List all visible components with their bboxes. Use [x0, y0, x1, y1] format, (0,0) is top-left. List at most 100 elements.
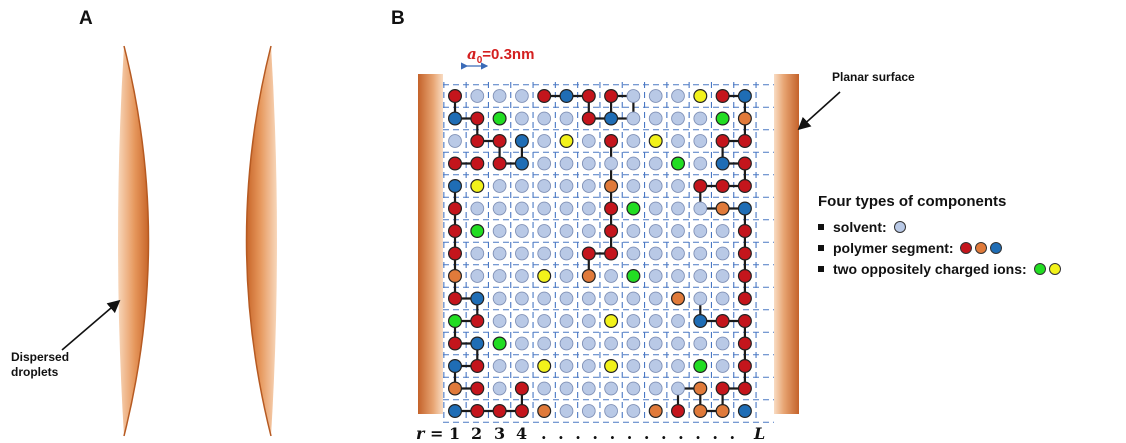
polymer-bead-red [715, 134, 730, 149]
polymer-bead-red [448, 88, 463, 103]
ion-bead-yellow [559, 134, 574, 149]
solvent-bead [626, 336, 641, 351]
planar-surface-annotation: Planar surface [832, 70, 915, 84]
solvent-bead [648, 359, 663, 373]
solvent-bead [559, 381, 574, 396]
solvent-bead [604, 381, 618, 396]
planar-surface-arrow [797, 91, 841, 131]
polymer-bead-red [715, 88, 730, 103]
polymer-bead-orange [693, 381, 708, 396]
polymer-bead-blue [470, 291, 485, 306]
solvent-bead [648, 246, 663, 261]
solvent-bead [604, 156, 618, 171]
a0-label: a0=0.3nm [467, 45, 535, 66]
ion-bead-yellow [604, 359, 619, 374]
solvent-bead [515, 359, 529, 373]
polymer-bead-red [448, 224, 463, 239]
solvent-bead [626, 404, 641, 418]
polymer-bead-red [737, 359, 752, 374]
polymer-bead-orange [648, 404, 663, 419]
solvent-bead [581, 336, 596, 351]
lattice-beads [448, 88, 752, 419]
polymer-bead-orange [737, 111, 752, 126]
polymer-bead-red [448, 201, 463, 216]
solvent-bead [626, 156, 641, 171]
solvent-bead [559, 291, 574, 306]
solvent-bead [693, 224, 708, 238]
polymer-bead-red [581, 88, 596, 103]
planar-surface-left [418, 74, 443, 414]
legend-polymer: polymer segment: [818, 237, 1061, 258]
ion-bead-green [626, 269, 641, 284]
solvent-bead [559, 224, 574, 238]
solvent-bead [559, 404, 574, 418]
solvent-bead [492, 201, 507, 216]
solvent-bead [671, 201, 685, 216]
solvent-bead [626, 179, 641, 193]
polymer-bead-red [737, 179, 752, 194]
polymer-bead-blue [737, 88, 752, 103]
polymer-bead-red [470, 134, 485, 149]
legend-solvent: solvent: [818, 216, 1061, 237]
ion-bead-green [470, 224, 485, 239]
solvent-bead [626, 246, 641, 261]
bullet-icon [818, 223, 824, 230]
solvent-bead [626, 381, 641, 396]
solvent-bead [693, 269, 708, 283]
solvent-bead [671, 269, 685, 283]
solvent-bead [648, 381, 663, 396]
solvent-bead [693, 336, 708, 351]
solvent-bead [648, 156, 663, 171]
polymer-bead-red [737, 224, 752, 239]
polymer-bead-orange [715, 201, 730, 216]
solvent-bead [581, 179, 596, 193]
solvent-bead [693, 201, 708, 216]
solvent-bead [715, 246, 730, 261]
planar-surface-right [774, 74, 799, 414]
ion-bead-green [670, 156, 685, 171]
solvent-bead [693, 291, 708, 306]
polymer-bead-red [448, 291, 463, 306]
polymer-bead-red [514, 404, 529, 419]
ion-bead-yellow [470, 179, 485, 194]
polymer-bead-red [448, 246, 463, 261]
solvent-bead [693, 156, 708, 171]
polymer-bead-red [492, 134, 507, 149]
polymer-bead-orange [448, 269, 463, 284]
solvent-bead [492, 246, 507, 261]
solvent-bead [492, 291, 507, 306]
solvent-bead [581, 291, 596, 306]
solvent-bead [492, 224, 507, 238]
solvent-bead [515, 246, 529, 261]
polymer-bead-red [537, 88, 552, 103]
solvent-bead [537, 246, 552, 261]
solvent-bead [693, 134, 708, 148]
solvent-bead [537, 381, 552, 396]
solvent-bead [581, 381, 596, 396]
polymer-bead-blue [448, 404, 463, 419]
polymer-bead-orange [715, 404, 730, 419]
solvent-bead [671, 359, 685, 373]
droplet-right [246, 46, 277, 436]
solvent-bead [492, 269, 507, 283]
ion-bead-yellow [537, 359, 552, 374]
polymer-bead-red [581, 246, 596, 261]
polymer-bead-blue [559, 88, 574, 103]
solvent-bead [492, 359, 507, 373]
solvent-bead [626, 134, 641, 148]
solvent-bead [559, 201, 574, 216]
droplet-right-rim [245, 45, 272, 437]
solvent-bead [492, 381, 507, 396]
polymer-bead-red [604, 88, 619, 103]
polymer-bead-blue [448, 111, 463, 126]
polymer-bead-red [604, 134, 619, 149]
polymer-bead-orange [448, 381, 463, 396]
polymer-bead-red [470, 156, 485, 171]
solvent-bead [515, 201, 529, 216]
solvent-bead [648, 224, 663, 238]
solvent-bead [648, 201, 663, 216]
solvent-bead [537, 156, 552, 171]
polymer-bead-red [492, 156, 507, 171]
polymer-bead-orange [581, 269, 596, 284]
polymer-bead-blue [514, 134, 529, 149]
